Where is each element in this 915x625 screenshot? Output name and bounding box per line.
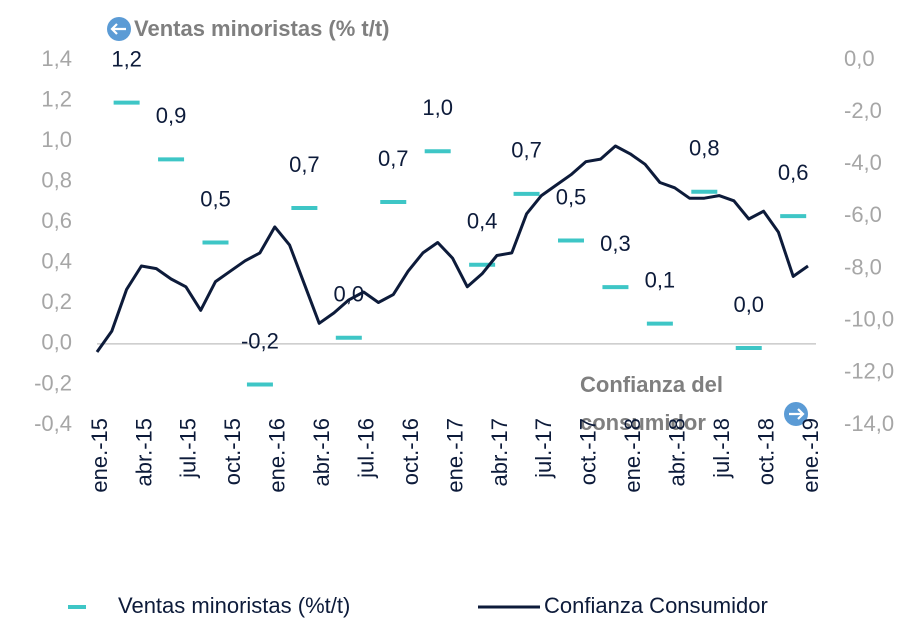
y-tick-label: -0,2 [34,370,72,395]
data-label: 0,7 [289,152,320,177]
legend-label: Confianza Consumidor [544,593,768,618]
x-tick-label: ene.-15 [87,418,112,493]
x-tick-label: oct.-17 [576,418,601,485]
y2-tick-label: -4,0 [844,150,882,175]
x-tick-label: ene.-16 [265,418,290,493]
data-label: 0,5 [200,186,231,211]
data-label: 0,9 [156,103,187,128]
x-tick-label: ene.-18 [620,418,645,493]
data-label: 0,6 [778,160,809,185]
y-tick-label: 0,0 [41,330,72,355]
y-tick-label: -0,4 [34,411,72,436]
arrow-glyph [110,23,126,35]
data-label: 0,3 [600,231,631,256]
arrow-glyph [789,408,805,420]
x-tick-label: jul.-16 [353,418,378,479]
x-tick-label: oct.-15 [220,418,245,485]
x-tick-label: abr.-15 [131,418,156,487]
y2-tick-label: -6,0 [844,202,882,227]
x-tick-label: jul.-17 [531,418,556,479]
data-label: 0,7 [378,146,409,171]
x-tick-label: jul.-18 [709,418,734,479]
data-label: 0,7 [511,138,542,163]
annotation: consumidor [580,410,706,435]
y2-tick-label: 0,0 [844,46,875,71]
x-tick-label: ene.-17 [442,418,467,493]
data-label: -0,2 [241,328,279,353]
legend-label: Ventas minoristas (%t/t) [118,593,350,618]
y2-tick-label: -10,0 [844,307,894,332]
data-label: 0,0 [733,292,764,317]
data-label: 0,8 [689,136,720,161]
y-tick-label: 1,4 [41,46,72,71]
annotation: Ventas minoristas (% t/t) [134,16,390,41]
x-tick-label: abr.-17 [487,418,512,487]
x-tick-label: ene.-19 [798,418,823,493]
annotation: Confianza del [580,372,723,397]
y2-tick-label: -2,0 [844,98,882,123]
data-label: 0,4 [467,209,498,234]
x-tick-label: abr.-16 [309,418,334,487]
data-label: 0,5 [556,184,587,209]
data-label: 1,0 [422,95,453,120]
y2-tick-label: -8,0 [844,254,882,279]
y-tick-label: 1,0 [41,127,72,152]
x-tick-label: oct.-18 [753,418,778,485]
y-tick-label: 0,4 [41,249,72,274]
y-tick-label: 1,2 [41,86,72,111]
y2-tick-label: -12,0 [844,359,894,384]
y2-tick-label: -14,0 [844,411,894,436]
y-tick-label: 0,2 [41,289,72,314]
x-tick-label: abr.-18 [665,418,690,487]
y-tick-label: 0,8 [41,167,72,192]
data-label: 0,1 [645,267,676,292]
line-series [95,144,809,353]
data-label: 1,2 [111,46,142,71]
y-tick-label: 0,6 [41,208,72,233]
x-tick-label: oct.-16 [398,418,423,485]
x-tick-label: jul.-15 [176,418,201,479]
